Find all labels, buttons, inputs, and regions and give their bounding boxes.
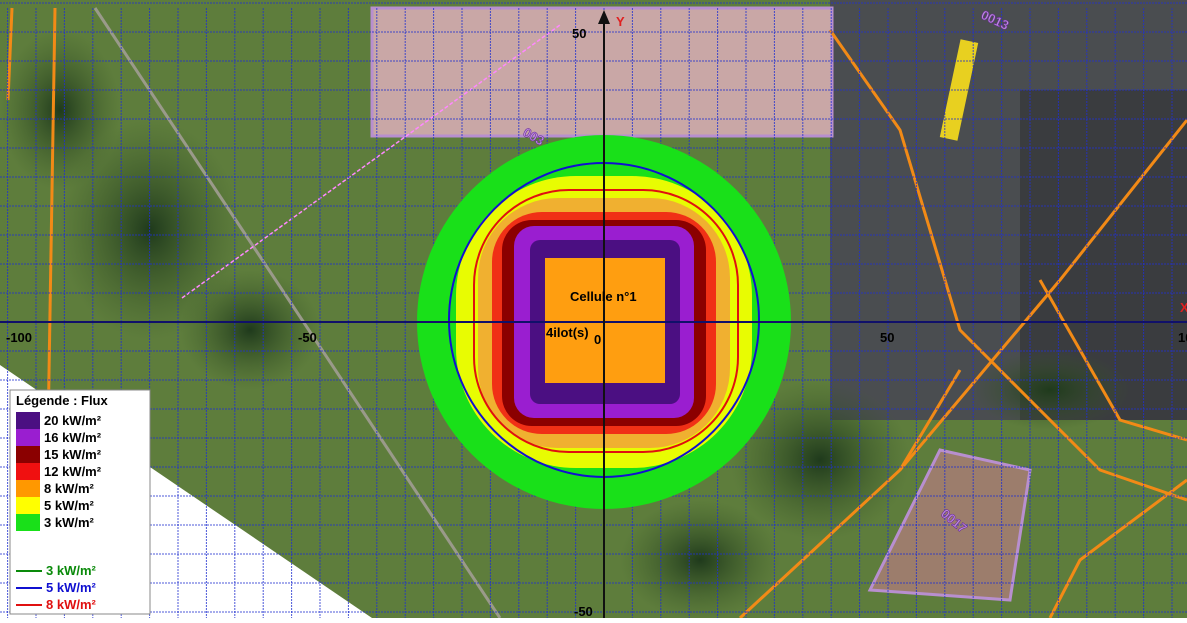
islands-label: 4ilot(s) [546,325,589,340]
legend-swatch [16,412,40,429]
legend-label: 5 kW/m² [44,498,95,513]
y-axis-name: Y [616,14,625,29]
legend-label: 3 kW/m² [44,515,95,530]
cell-label: Cellule n°1 [570,289,637,304]
x-label: -100 [6,330,32,345]
legend-swatch [16,514,40,531]
legend-title: Légende : Flux [16,393,109,408]
legend-label: 15 kW/m² [44,447,102,462]
x-label: 10 [1178,330,1187,345]
legend-label: 8 kW/m² [44,481,95,496]
legend-swatch [16,463,40,480]
path [93,7,502,619]
legend-label: 12 kW/m² [44,464,102,479]
legend-label: 8 kW/m² [46,597,97,612]
legend-label: 5 kW/m² [46,580,97,595]
legend-label: 3 kW/m² [46,563,97,578]
legend-swatch [16,446,40,463]
legend-label: 16 kW/m² [44,430,102,445]
y-arrow [598,10,610,24]
x-label: 50 [880,330,894,345]
legend-swatch [16,497,40,514]
building [370,6,834,138]
x-axis-name: X [1180,300,1187,315]
x-label: -50 [298,330,317,345]
trees [0,30,1130,620]
y-label: -50 [574,604,593,618]
legend: Légende : Flux 20 kW/m² 16 kW/m² 15 kW/m² 1… [9,389,151,615]
legend-swatch [16,429,40,446]
y-label: 50 [572,26,586,41]
legend-swatch [16,480,40,497]
legend-label: 20 kW/m² [44,413,102,428]
x-label: 0 [594,332,601,347]
